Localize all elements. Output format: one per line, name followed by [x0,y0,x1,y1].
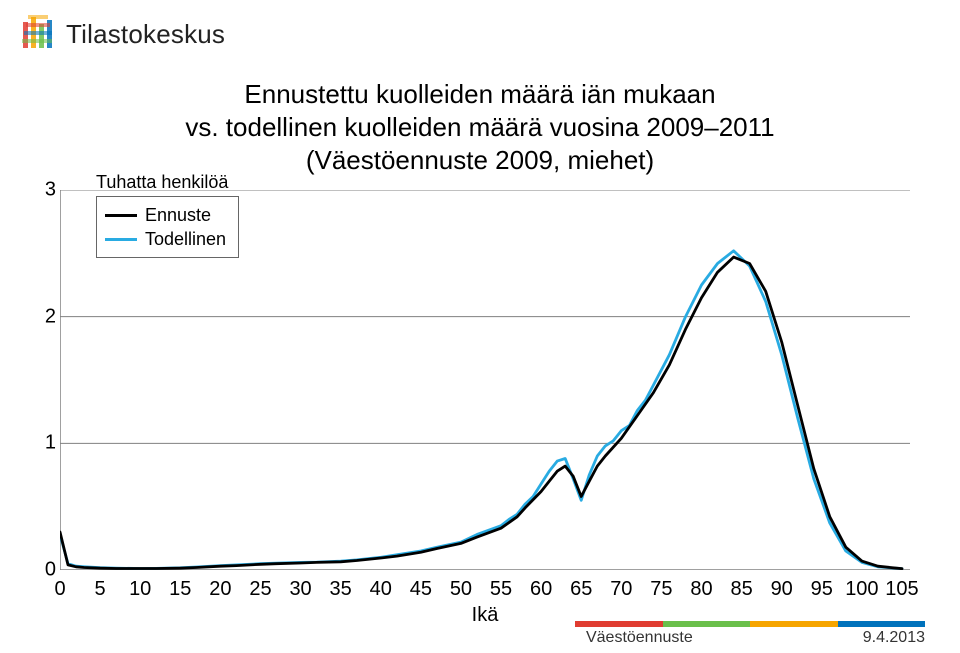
x-tick-label: 75 [650,578,672,601]
x-tick-label: 35 [330,578,352,601]
footer: Väestöennuste 9.4.2013 [0,629,960,647]
footer-right-text: 9.4.2013 [863,629,925,647]
x-tick-label: 55 [490,578,512,601]
x-tick-label: 0 [54,578,65,601]
x-tick-label: 95 [811,578,833,601]
chart-svg [60,190,910,570]
x-tick-label: 25 [249,578,271,601]
x-tick-label: 50 [450,578,472,601]
x-tick-label: 70 [610,578,632,601]
x-tick-label: 65 [570,578,592,601]
footer-color-bar [575,621,925,627]
x-tick-label: 60 [530,578,552,601]
x-tick-label: 10 [129,578,151,601]
title-line-2: vs. todellinen kuolleiden määrä vuosina … [0,111,960,144]
chart-title: Ennustettu kuolleiden määrä iän mukaan v… [0,78,960,177]
x-tick-label: 30 [289,578,311,601]
logo-mark-icon [20,14,56,55]
x-tick-label: 85 [730,578,752,601]
x-tick-label: 105 [885,578,918,601]
chart: 0123 05101520253035404550556065707580859… [60,190,910,570]
x-tick-label: 45 [410,578,432,601]
title-line-1: Ennustettu kuolleiden määrä iän mukaan [0,78,960,111]
x-tick-label: 15 [169,578,191,601]
x-tick-label: 90 [771,578,793,601]
footer-left-text: Väestöennuste [586,629,693,647]
y-tick-label: 3 [6,179,56,202]
logo: Tilastokeskus [20,14,225,55]
x-tick-label: 100 [845,578,878,601]
y-tick-label: 2 [6,305,56,328]
x-tick-label: 80 [690,578,712,601]
x-tick-label: 5 [95,578,106,601]
x-tick-label: 40 [370,578,392,601]
y-tick-label: 1 [6,432,56,455]
logo-text: Tilastokeskus [66,19,225,50]
y-tick-label: 0 [6,559,56,582]
x-tick-label: 20 [209,578,231,601]
